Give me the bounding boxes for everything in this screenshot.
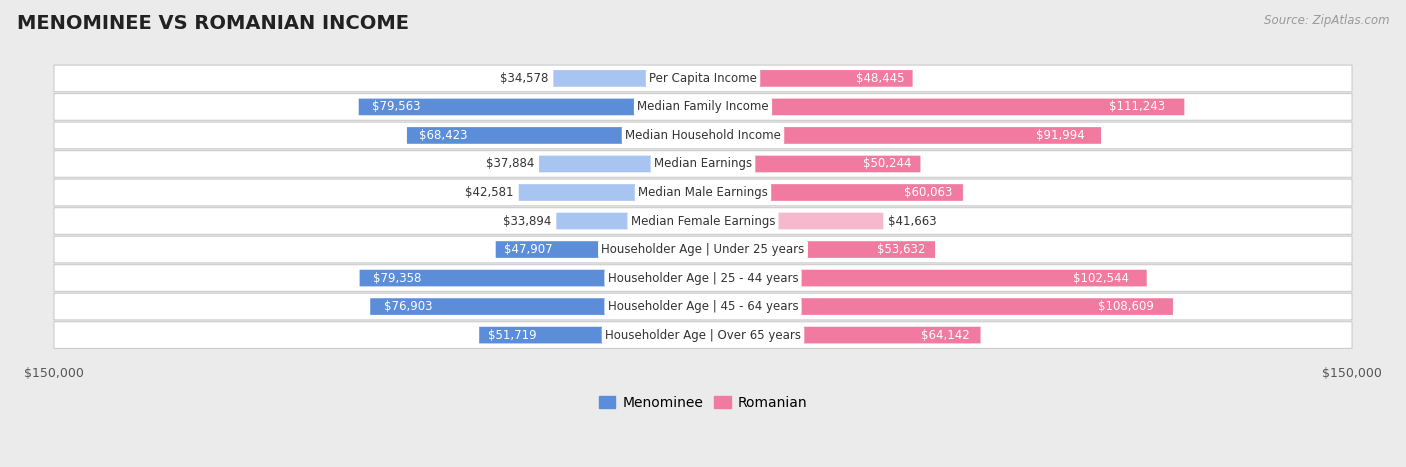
- FancyBboxPatch shape: [53, 65, 1353, 92]
- Text: Per Capita Income: Per Capita Income: [650, 72, 756, 85]
- FancyBboxPatch shape: [53, 322, 1353, 348]
- Text: MENOMINEE VS ROMANIAN INCOME: MENOMINEE VS ROMANIAN INCOME: [17, 14, 409, 33]
- FancyBboxPatch shape: [53, 208, 1353, 234]
- FancyBboxPatch shape: [703, 270, 1147, 286]
- Text: $33,894: $33,894: [503, 214, 551, 227]
- Text: $79,563: $79,563: [373, 100, 420, 113]
- FancyBboxPatch shape: [53, 151, 1353, 177]
- Text: Median Female Earnings: Median Female Earnings: [631, 214, 775, 227]
- Text: $76,903: $76,903: [384, 300, 432, 313]
- Text: Median Family Income: Median Family Income: [637, 100, 769, 113]
- Text: Median Household Income: Median Household Income: [626, 129, 780, 142]
- FancyBboxPatch shape: [703, 156, 921, 172]
- Text: Source: ZipAtlas.com: Source: ZipAtlas.com: [1264, 14, 1389, 27]
- Text: $53,632: $53,632: [877, 243, 925, 256]
- FancyBboxPatch shape: [703, 298, 1173, 315]
- FancyBboxPatch shape: [359, 99, 703, 115]
- FancyBboxPatch shape: [53, 179, 1353, 206]
- Text: $102,544: $102,544: [1073, 271, 1129, 284]
- FancyBboxPatch shape: [703, 127, 1101, 144]
- Text: $60,063: $60,063: [904, 186, 952, 199]
- Text: Median Male Earnings: Median Male Earnings: [638, 186, 768, 199]
- Text: $48,445: $48,445: [856, 72, 904, 85]
- FancyBboxPatch shape: [703, 184, 963, 201]
- FancyBboxPatch shape: [53, 265, 1353, 291]
- FancyBboxPatch shape: [53, 93, 1353, 120]
- FancyBboxPatch shape: [703, 212, 883, 229]
- FancyBboxPatch shape: [703, 327, 980, 343]
- Text: $64,142: $64,142: [921, 329, 970, 341]
- FancyBboxPatch shape: [554, 70, 703, 87]
- Text: $50,244: $50,244: [863, 157, 911, 170]
- Text: $37,884: $37,884: [485, 157, 534, 170]
- Text: $51,719: $51,719: [488, 329, 537, 341]
- FancyBboxPatch shape: [406, 127, 703, 144]
- Text: $79,358: $79,358: [374, 271, 422, 284]
- Text: $34,578: $34,578: [499, 72, 548, 85]
- Text: $42,581: $42,581: [465, 186, 513, 199]
- Text: $68,423: $68,423: [419, 129, 467, 142]
- FancyBboxPatch shape: [519, 184, 703, 201]
- Text: $108,609: $108,609: [1098, 300, 1154, 313]
- Text: $111,243: $111,243: [1109, 100, 1166, 113]
- Text: $47,907: $47,907: [503, 243, 553, 256]
- FancyBboxPatch shape: [538, 156, 703, 172]
- Text: Householder Age | Under 25 years: Householder Age | Under 25 years: [602, 243, 804, 256]
- Legend: Menominee, Romanian: Menominee, Romanian: [593, 390, 813, 416]
- FancyBboxPatch shape: [557, 212, 703, 229]
- FancyBboxPatch shape: [703, 70, 912, 87]
- FancyBboxPatch shape: [496, 241, 703, 258]
- FancyBboxPatch shape: [360, 270, 703, 286]
- Text: $91,994: $91,994: [1036, 129, 1085, 142]
- Text: Householder Age | Over 65 years: Householder Age | Over 65 years: [605, 329, 801, 341]
- FancyBboxPatch shape: [53, 293, 1353, 320]
- Text: Householder Age | 25 - 44 years: Householder Age | 25 - 44 years: [607, 271, 799, 284]
- FancyBboxPatch shape: [703, 99, 1184, 115]
- Text: Median Earnings: Median Earnings: [654, 157, 752, 170]
- FancyBboxPatch shape: [53, 236, 1353, 263]
- Text: $41,663: $41,663: [889, 214, 936, 227]
- Text: Householder Age | 45 - 64 years: Householder Age | 45 - 64 years: [607, 300, 799, 313]
- FancyBboxPatch shape: [703, 241, 935, 258]
- FancyBboxPatch shape: [370, 298, 703, 315]
- FancyBboxPatch shape: [479, 327, 703, 343]
- FancyBboxPatch shape: [53, 122, 1353, 149]
